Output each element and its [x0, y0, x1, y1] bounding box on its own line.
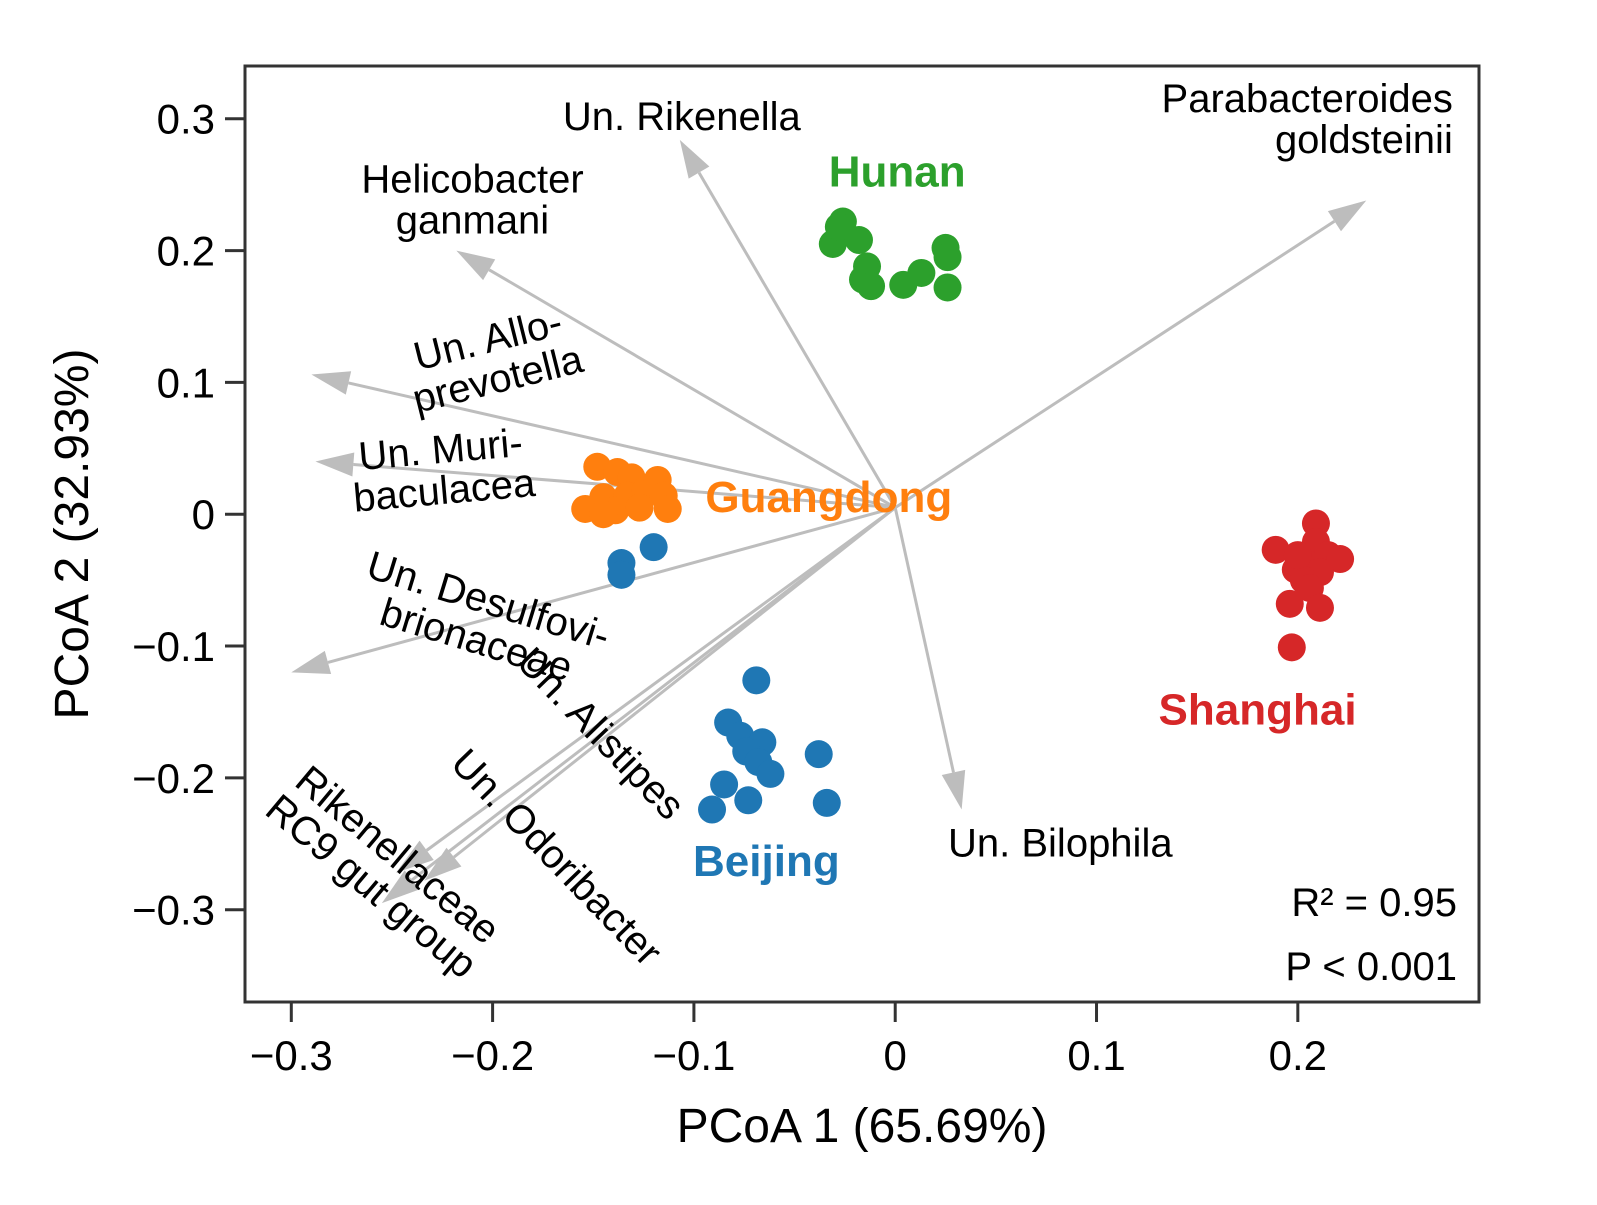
sample-point-shanghai — [1283, 541, 1312, 570]
sample-point-shanghai — [1326, 545, 1355, 574]
y-axis-title: PCoA 2 (32.93%) — [46, 349, 99, 720]
loading-arrow-head — [311, 371, 352, 395]
loading-arrow-line — [488, 268, 896, 509]
sample-point-beijing — [698, 795, 727, 824]
sample-point-hunan — [857, 272, 886, 301]
loading-arrow-line — [327, 506, 896, 664]
sample-point-beijing — [812, 788, 841, 817]
loading-arrow-head — [456, 250, 496, 281]
arrow-label: Parabacteroides goldsteinii — [1162, 77, 1453, 162]
x-tick-label: −0.1 — [652, 1032, 735, 1079]
x-tick-label: 0 — [884, 1032, 907, 1079]
sample-point-hunan — [844, 226, 873, 255]
plot-frame — [243, 64, 1481, 1004]
sample-point-beijing — [639, 533, 668, 562]
loading-arrow-line — [894, 219, 1336, 509]
loading-arrow-head — [395, 840, 434, 873]
y-tick-label: −0.1 — [132, 623, 215, 670]
arrow-label: Helicobacter ganmani — [361, 158, 583, 243]
sample-point-beijing — [607, 560, 636, 589]
stat-r-squared: R² = 0.95 — [1291, 881, 1457, 925]
sample-point-hunan — [824, 212, 853, 241]
group-label-shanghai: Shanghai — [1159, 685, 1357, 734]
loading-arrow-head — [941, 769, 966, 810]
group-label-hunan: Hunan — [829, 147, 966, 196]
loading-arrow-line — [453, 506, 897, 859]
loading-arrow-head — [424, 847, 462, 881]
sample-point-guangdong — [625, 493, 654, 522]
loading-arrow-line — [893, 507, 955, 773]
loading-arrow-line — [348, 381, 896, 510]
loading-arrow-head — [381, 870, 420, 904]
stat-p-value: P < 0.001 — [1285, 945, 1457, 989]
loading-arrow-head — [1327, 200, 1367, 232]
sample-point-guangdong — [589, 500, 618, 529]
y-tick-label: 0 — [192, 491, 215, 538]
loading-arrow-line — [697, 171, 897, 509]
sample-point-shanghai — [1275, 589, 1304, 618]
y-tick-label: 0.1 — [157, 359, 215, 406]
sample-point-shanghai — [1277, 633, 1306, 662]
arrows-layer — [291, 139, 1367, 904]
x-tick-label: 0.1 — [1067, 1032, 1125, 1079]
sample-point-hunan — [933, 243, 962, 272]
x-tick-label: −0.3 — [250, 1032, 333, 1079]
sample-point-hunan — [907, 258, 936, 287]
x-tick-label: −0.2 — [451, 1032, 534, 1079]
arrow-label: Un. Alistipes — [508, 639, 693, 828]
points-layer — [571, 207, 1355, 824]
y-tick-label: −0.3 — [132, 887, 215, 934]
sample-point-shanghai — [1261, 535, 1290, 564]
labels-layer: Un. Rikenella Parabacteroides goldsteinii H… — [257, 77, 1453, 987]
sample-point-guangdong — [653, 494, 682, 523]
loading-arrow-head — [315, 452, 355, 477]
arrow-label: Un. Allo-prevotella — [398, 297, 588, 422]
group-label-beijing: Beijing — [693, 837, 840, 886]
sample-point-beijing — [804, 740, 833, 769]
y-tick-label: −0.2 — [132, 755, 215, 802]
x-axis-title: PCoA 1 (65.69%) — [677, 1100, 1048, 1153]
x-tick-label: 0.2 — [1269, 1032, 1327, 1079]
loading-arrow-head — [679, 139, 710, 179]
arrow-label: Un. Rikenella — [563, 95, 802, 139]
axes-layer: −0.3 −0.2 −0.1 0 0.1 0.2 0.3 0.2 0.1 0 −0.1 −0.2 −0.… — [132, 96, 1327, 1079]
sample-point-beijing — [734, 786, 763, 815]
sample-point-beijing — [710, 770, 739, 799]
y-tick-label: 0.3 — [157, 96, 215, 143]
sample-point-beijing — [756, 759, 785, 788]
sample-point-shanghai — [1305, 593, 1334, 622]
group-label-guangdong: Guangdong — [705, 473, 952, 522]
arrow-label: Un. Bilophila — [948, 821, 1173, 865]
loading-arrow-head — [291, 650, 332, 674]
arrow-label: Un. Muri-baculacea — [348, 420, 538, 521]
sample-point-hunan — [933, 273, 962, 302]
sample-point-beijing — [742, 666, 771, 695]
y-tick-label: 0.2 — [157, 228, 215, 275]
loading-arrow-line — [425, 506, 897, 852]
